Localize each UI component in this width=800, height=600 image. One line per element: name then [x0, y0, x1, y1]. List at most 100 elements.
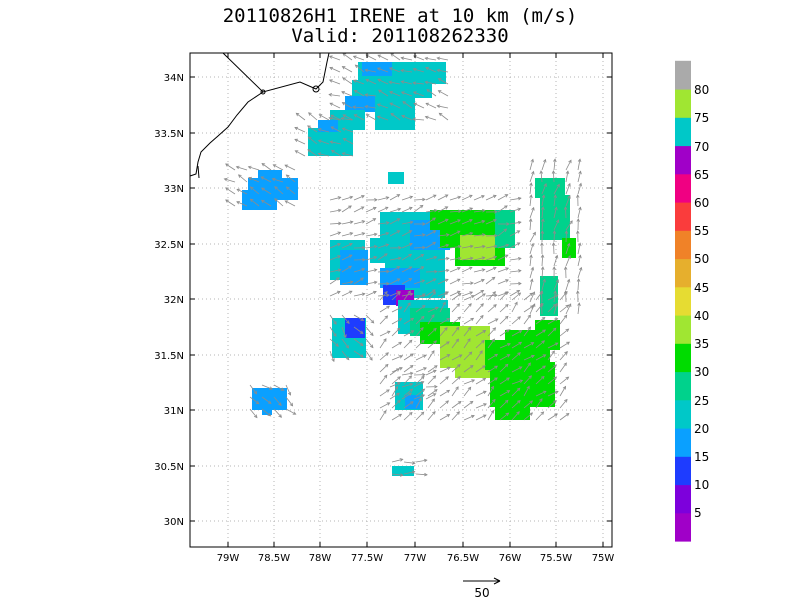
- wind-vector-head: [424, 115, 429, 120]
- colorbar-segment: [675, 202, 691, 231]
- wind-vector-icon: [463, 365, 474, 373]
- wind-vector-head: [530, 158, 534, 163]
- wind-vector-icon: [401, 266, 412, 273]
- wind-vector-head: [480, 314, 484, 319]
- wind-vector-head: [422, 197, 426, 202]
- wind-vector-head: [249, 198, 254, 203]
- wind-vector-head: [458, 209, 462, 214]
- wind-vector-icon: [403, 317, 414, 325]
- wind-vector-icon: [425, 256, 437, 261]
- wind-vector-head: [408, 278, 413, 282]
- wind-vector-icon: [427, 411, 436, 421]
- wind-vector-head: [504, 291, 509, 295]
- wind-vector-icon: [391, 327, 401, 337]
- wind-vector-icon: [565, 255, 571, 267]
- wind-vector-head: [396, 266, 401, 270]
- wind-vector-icon: [353, 220, 365, 225]
- wind-vector-icon: [485, 276, 496, 285]
- wind-vector-head: [432, 393, 437, 397]
- wind-vector-head: [530, 266, 535, 271]
- wind-vector-head: [409, 292, 414, 297]
- wind-vectors: [223, 53, 583, 477]
- wind-vector-head: [395, 368, 400, 372]
- colorbar-label: 15: [694, 450, 709, 464]
- wind-vector-head: [383, 374, 388, 379]
- wind-vector-icon: [379, 364, 389, 373]
- wind-vector-head: [361, 220, 366, 224]
- wind-vector-icon: [415, 327, 424, 337]
- wind-vector-icon: [449, 267, 461, 273]
- wind-vector-head: [431, 314, 435, 318]
- wind-vector-head: [336, 290, 341, 295]
- wind-vector-icon: [425, 67, 437, 73]
- wind-vector-icon: [451, 354, 462, 361]
- wind-vector-head: [328, 55, 333, 59]
- wind-vector-icon: [341, 338, 349, 349]
- wind-vector-head: [563, 266, 568, 270]
- wind-vector-icon: [401, 253, 412, 261]
- wind-speed-cell: [362, 62, 392, 76]
- wind-vector-icon: [437, 234, 449, 237]
- wind-vector-icon: [413, 266, 424, 273]
- wind-vector-head: [378, 89, 382, 93]
- wind-vector-icon: [535, 290, 543, 301]
- wind-vector-icon: [577, 183, 582, 195]
- wind-vector-head: [317, 128, 322, 132]
- wind-vector-icon: [511, 341, 522, 349]
- wind-vector-icon: [343, 114, 354, 121]
- wind-vector-icon: [565, 243, 570, 255]
- wind-vector-head: [412, 91, 417, 95]
- wind-vector-icon: [475, 315, 484, 325]
- wind-vector-icon: [487, 377, 498, 385]
- wind-vector-head: [529, 400, 534, 404]
- wind-vector-head: [455, 338, 459, 343]
- wind-vector-head: [539, 290, 544, 295]
- wind-vector-icon: [286, 174, 296, 183]
- wind-vector-head: [518, 281, 522, 286]
- wind-vector-icon: [487, 304, 497, 313]
- wind-vector-head: [479, 350, 483, 354]
- wind-vector-icon: [565, 171, 569, 183]
- wind-vector-icon: [437, 257, 449, 261]
- wind-vector-icon: [391, 386, 398, 397]
- wind-vector-icon: [473, 195, 485, 201]
- colorbar-label: 25: [694, 394, 709, 408]
- wind-vector-head: [408, 339, 413, 344]
- lat-tick-label: 30.5N: [154, 462, 184, 473]
- wind-vector-head: [531, 170, 535, 175]
- wind-vector-icon: [354, 90, 365, 97]
- wind-vector-icon: [497, 254, 509, 261]
- wind-vector-head: [295, 112, 300, 117]
- wind-vector-head: [346, 320, 350, 325]
- wind-vector-head: [456, 290, 461, 295]
- title-line-1: 20110826H1 IRENE at 10 km (m/s): [223, 5, 578, 27]
- wind-vector-head: [398, 246, 402, 250]
- wind-vector-head: [335, 343, 339, 347]
- wind-vector-head: [446, 341, 450, 345]
- wind-vector-icon: [499, 291, 508, 301]
- wind-vector-icon: [553, 195, 556, 207]
- title-line-2: Valid: 201108262330: [291, 25, 508, 47]
- wind-vector-head: [480, 303, 484, 307]
- wind-vector-icon: [523, 362, 531, 373]
- wind-vector-head: [362, 257, 366, 262]
- wind-vector-head: [569, 220, 573, 224]
- wind-vector-head: [294, 138, 299, 143]
- wind-vector-head: [333, 333, 337, 337]
- wind-vector-icon: [353, 326, 364, 334]
- wind-vector-head: [436, 104, 441, 109]
- wind-vector-icon: [365, 350, 373, 361]
- wind-vector-icon: [425, 289, 436, 297]
- wind-vector-icon: [261, 384, 273, 390]
- wind-vector-head: [409, 242, 413, 247]
- wind-vector-head: [329, 140, 334, 144]
- wind-vector-head: [328, 79, 333, 83]
- wind-vector-icon: [523, 342, 534, 349]
- wind-vector-icon: [547, 304, 557, 313]
- colorbar-label: 65: [694, 168, 709, 182]
- wind-vector-head: [433, 327, 437, 332]
- wind-vector-icon: [403, 353, 414, 361]
- wind-vector-icon: [249, 396, 260, 405]
- wind-vector-icon: [425, 116, 437, 121]
- wind-vector-head: [553, 194, 557, 199]
